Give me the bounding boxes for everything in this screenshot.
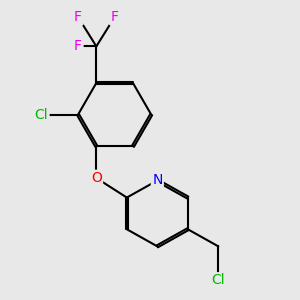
Text: F: F xyxy=(111,10,119,24)
Text: F: F xyxy=(74,39,82,53)
Text: F: F xyxy=(111,10,119,24)
Text: Cl: Cl xyxy=(212,274,225,287)
Text: O: O xyxy=(91,171,102,185)
Text: Cl: Cl xyxy=(35,108,48,122)
Text: F: F xyxy=(74,10,82,24)
Text: N: N xyxy=(152,173,163,188)
Text: F: F xyxy=(74,10,82,24)
Text: F: F xyxy=(74,39,82,53)
